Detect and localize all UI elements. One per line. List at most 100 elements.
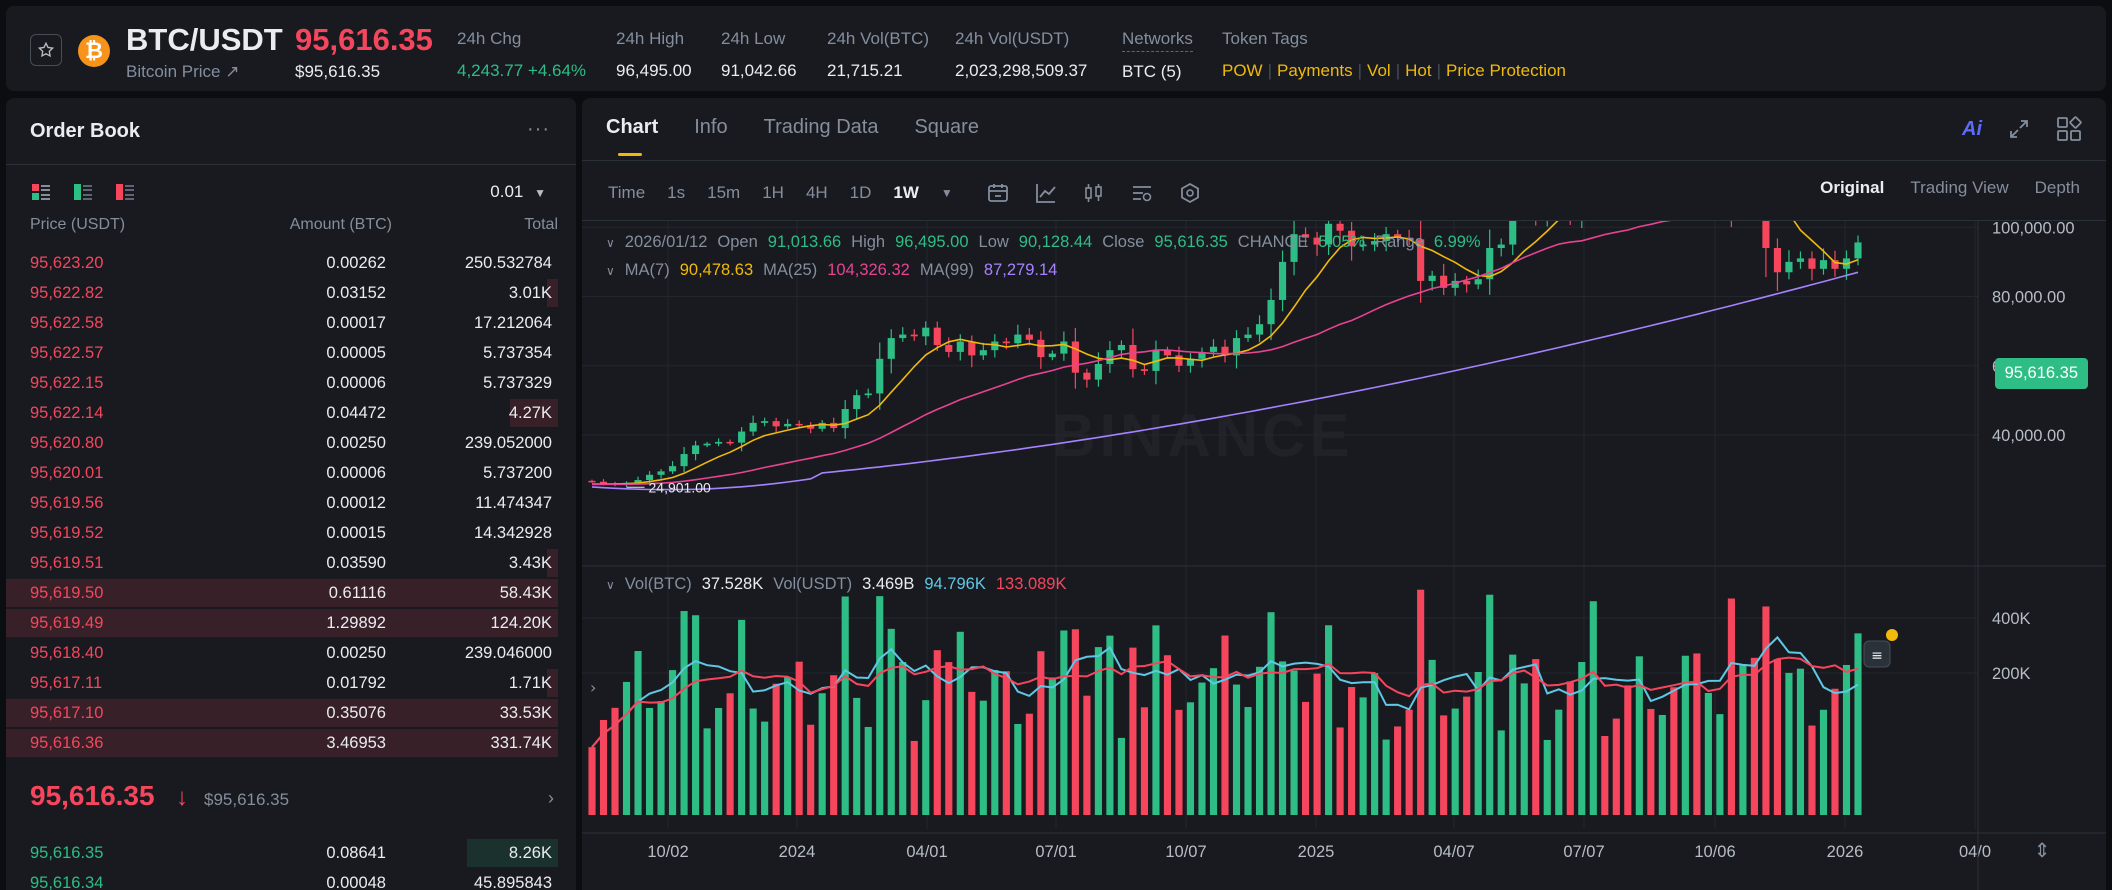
- ask-row[interactable]: 95,619.56 0.00012 11.474347: [6, 488, 576, 518]
- order-book-title: Order Book: [30, 120, 141, 142]
- volume-bar: [887, 628, 895, 815]
- candle-body: [1140, 369, 1149, 371]
- both-sides-view-icon[interactable]: [32, 184, 50, 200]
- indicators-icon[interactable]: [1035, 182, 1057, 204]
- ask-row[interactable]: 95,619.50 0.61116 58.43K: [6, 578, 576, 608]
- stat-value: 2,023,298,509.37: [955, 61, 1088, 80]
- volume-bar: [818, 693, 826, 815]
- volume-bar: [1244, 707, 1252, 815]
- candle-body: [922, 327, 930, 337]
- vol-ma1-value: 94.796K: [924, 575, 986, 593]
- ask-row[interactable]: 95,619.52 0.00015 14.342928: [6, 518, 576, 548]
- timeframe-1s[interactable]: 1s: [667, 183, 686, 202]
- notification-dot-icon: [1886, 629, 1898, 641]
- stat-24h-high: 24h High 96,495.00: [616, 29, 692, 81]
- token-tag[interactable]: Hot: [1405, 61, 1432, 80]
- precision-dropdown[interactable]: 0.01 ▼: [490, 182, 546, 202]
- ask-row[interactable]: 95,622.14 0.04472 4.27K: [6, 398, 576, 428]
- asks-only-view-icon[interactable]: [116, 184, 134, 200]
- ask-row[interactable]: 95,619.49 1.29892 124.20K: [6, 608, 576, 638]
- timeframe-4h[interactable]: 4H: [805, 183, 828, 202]
- more-options-icon[interactable]: ···: [527, 118, 550, 140]
- chart-area[interactable]: BINANCE 120,000.00100,000.0080,000.0060,…: [582, 221, 2106, 890]
- timeframe-dropdown-icon[interactable]: ▼: [940, 186, 953, 200]
- ask-row[interactable]: 95,620.01 0.00006 5.737200: [6, 458, 576, 488]
- ask-row[interactable]: 95,622.57 0.00005 5.737354: [6, 338, 576, 368]
- settings-list-icon[interactable]: [1131, 182, 1153, 204]
- ma7-line: [591, 221, 1859, 485]
- ask-row[interactable]: 95,617.10 0.35076 33.53K: [6, 698, 576, 728]
- view-depth[interactable]: Depth: [2034, 178, 2080, 197]
- ask-row[interactable]: 95,619.51 0.03590 3.43K: [6, 548, 576, 578]
- favorite-star-button[interactable]: [30, 34, 62, 66]
- ask-row[interactable]: 95,617.11 0.01792 1.71K: [6, 668, 576, 698]
- token-tag[interactable]: Price Protection: [1446, 61, 1566, 80]
- bid-row[interactable]: 95,616.35 0.08641 8.26K: [6, 838, 576, 868]
- ask-row[interactable]: 95,622.15 0.00006 5.737329: [6, 368, 576, 398]
- chevron-down-icon[interactable]: ∨: [606, 577, 615, 592]
- candle-body: [979, 350, 987, 356]
- candle-body: [784, 423, 792, 427]
- volume-bar: [1739, 665, 1747, 815]
- token-tag[interactable]: Vol: [1367, 61, 1391, 80]
- chevron-down-icon[interactable]: ∨: [606, 263, 615, 278]
- chevron-right-icon[interactable]: ›: [548, 788, 554, 808]
- stat-label: 24h Low: [721, 29, 786, 48]
- volume-bar: [1014, 723, 1022, 815]
- volume-bar: [1221, 635, 1229, 815]
- candle-style-icon[interactable]: [1083, 182, 1105, 204]
- volume-bar: [1094, 647, 1102, 815]
- candle-body: [599, 481, 608, 484]
- notes-icon[interactable]: [1863, 640, 1891, 668]
- fit-height-icon[interactable]: ⇕: [2034, 838, 2051, 862]
- timeframe-1d[interactable]: 1D: [849, 183, 872, 202]
- order-total: 58.43K: [499, 584, 552, 602]
- tab-chart[interactable]: Chart: [606, 116, 658, 156]
- mid-price-row[interactable]: 95,616.35 ↓ $95,616.35 ›: [30, 776, 558, 816]
- calendar-icon[interactable]: [987, 182, 1009, 204]
- hexagon-settings-icon[interactable]: [1179, 182, 1201, 204]
- candle-body: [807, 425, 815, 429]
- tab-square[interactable]: Square: [914, 116, 979, 138]
- view-trading-view[interactable]: Trading View: [1910, 178, 2009, 197]
- volume-bar: [1543, 739, 1551, 815]
- bids-only-view-icon[interactable]: [74, 184, 92, 200]
- y-axis-tick: 100,000.00: [1992, 221, 2075, 237]
- candle-body: [1854, 242, 1862, 259]
- token-tag[interactable]: Payments: [1277, 61, 1353, 80]
- expand-icon[interactable]: [2008, 118, 2030, 140]
- tab-trading-data[interactable]: Trading Data: [763, 116, 879, 138]
- order-amount: 0.61116: [328, 584, 386, 602]
- order-amount: 0.08641: [326, 844, 386, 862]
- notes-glyph: ≡: [1871, 648, 1883, 664]
- ask-row[interactable]: 95,622.58 0.00017 17.212064: [6, 308, 576, 338]
- candle-body: [1313, 237, 1321, 245]
- pair-title: BTC/USDT: [126, 22, 283, 57]
- bid-row[interactable]: 95,616.34 0.00048 45.895843: [6, 868, 576, 890]
- ask-row[interactable]: 95,616.36 3.46953 331.74K: [6, 728, 576, 758]
- tab-info[interactable]: Info: [694, 116, 728, 138]
- volume-bar: [1140, 707, 1149, 815]
- depth-bar: [6, 729, 558, 757]
- order-price: 95,619.56: [30, 494, 104, 512]
- timeframe-1w[interactable]: 1W: [893, 183, 919, 202]
- ask-row[interactable]: 95,623.20 0.00262 250.532784: [6, 248, 576, 278]
- order-amount: 0.00017: [326, 314, 386, 332]
- ask-row[interactable]: 95,622.82 0.03152 3.01K: [6, 278, 576, 308]
- timeframe-1h[interactable]: 1H: [762, 183, 784, 202]
- candle-body: [956, 341, 964, 352]
- ai-assistant-icon[interactable]: Ai: [1962, 117, 1982, 140]
- volume-bar: [1037, 651, 1045, 815]
- chevron-down-icon[interactable]: ∨: [606, 235, 615, 250]
- volume-bar: [1532, 659, 1540, 815]
- layout-grid-icon[interactable]: [2056, 116, 2082, 142]
- view-original[interactable]: Original: [1820, 178, 1885, 197]
- timeframe-15m[interactable]: 15m: [707, 183, 741, 202]
- timeframe-time[interactable]: Time: [608, 183, 646, 202]
- candlestick-chart[interactable]: 120,000.00100,000.0080,000.0060,000.0040…: [582, 221, 2106, 890]
- token-tag[interactable]: POW: [1222, 61, 1263, 80]
- ask-row[interactable]: 95,620.80 0.00250 239.052000: [6, 428, 576, 458]
- ask-row[interactable]: 95,618.40 0.00250 239.046000: [6, 638, 576, 668]
- stat-networks[interactable]: Networks BTC (5): [1122, 29, 1193, 82]
- bitcoin-price-link[interactable]: Bitcoin Price ↗: [126, 62, 240, 81]
